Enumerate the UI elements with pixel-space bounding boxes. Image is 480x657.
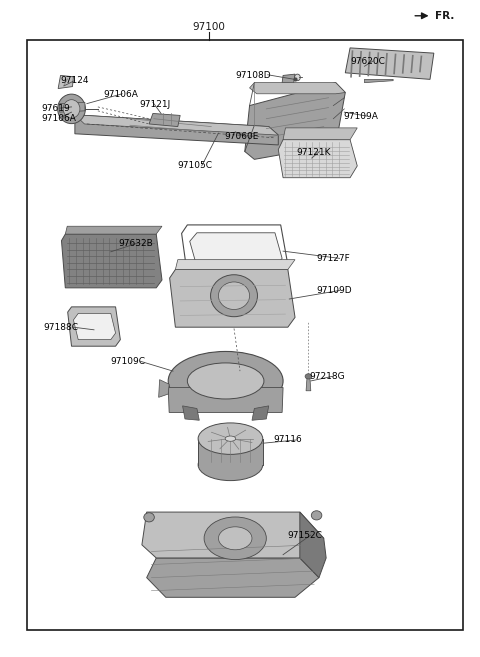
Text: 97188C: 97188C xyxy=(44,323,79,332)
Polygon shape xyxy=(149,114,180,127)
Text: 97109C: 97109C xyxy=(111,357,146,366)
Polygon shape xyxy=(198,439,263,465)
Polygon shape xyxy=(245,83,345,160)
Polygon shape xyxy=(175,260,295,269)
Ellipse shape xyxy=(63,100,80,118)
Ellipse shape xyxy=(198,423,263,455)
Ellipse shape xyxy=(211,275,257,317)
Text: 97106A: 97106A xyxy=(104,90,138,99)
Ellipse shape xyxy=(312,510,322,520)
Text: 97116: 97116 xyxy=(274,436,302,444)
Polygon shape xyxy=(250,83,345,94)
Polygon shape xyxy=(168,388,283,413)
Polygon shape xyxy=(169,269,295,327)
Polygon shape xyxy=(60,102,85,112)
Text: 97620C: 97620C xyxy=(350,57,385,66)
Polygon shape xyxy=(283,128,357,140)
Polygon shape xyxy=(190,233,282,267)
Polygon shape xyxy=(282,74,295,83)
Ellipse shape xyxy=(58,94,85,124)
Ellipse shape xyxy=(295,74,300,81)
Text: 97109D: 97109D xyxy=(317,286,352,295)
Polygon shape xyxy=(252,406,269,420)
Polygon shape xyxy=(61,234,162,288)
Text: 97105C: 97105C xyxy=(178,162,213,170)
Polygon shape xyxy=(345,48,434,79)
Text: 97218G: 97218G xyxy=(310,372,345,381)
Polygon shape xyxy=(58,76,73,89)
Ellipse shape xyxy=(168,351,283,411)
Ellipse shape xyxy=(187,363,264,399)
Text: 97632B: 97632B xyxy=(118,238,153,248)
Polygon shape xyxy=(278,140,357,177)
Polygon shape xyxy=(364,79,393,83)
Polygon shape xyxy=(73,313,116,340)
Ellipse shape xyxy=(218,527,252,550)
Ellipse shape xyxy=(144,512,155,522)
Ellipse shape xyxy=(204,517,266,560)
Text: 97060E: 97060E xyxy=(225,132,259,141)
Polygon shape xyxy=(75,115,278,145)
Text: 97121K: 97121K xyxy=(297,148,331,156)
Ellipse shape xyxy=(305,374,312,379)
Text: 97109A: 97109A xyxy=(343,112,378,121)
Text: 97152C: 97152C xyxy=(288,530,323,539)
Ellipse shape xyxy=(225,436,236,442)
Text: FR.: FR. xyxy=(435,11,455,21)
Polygon shape xyxy=(75,115,278,135)
Polygon shape xyxy=(306,378,311,391)
Ellipse shape xyxy=(218,282,250,309)
Text: 97124: 97124 xyxy=(60,76,89,85)
Polygon shape xyxy=(182,406,199,420)
Text: 97121J: 97121J xyxy=(140,100,171,109)
Polygon shape xyxy=(142,512,324,558)
Ellipse shape xyxy=(198,449,263,481)
Polygon shape xyxy=(68,307,120,346)
Text: 97108D: 97108D xyxy=(235,71,271,80)
Polygon shape xyxy=(147,558,319,597)
Polygon shape xyxy=(158,380,169,397)
Text: 97106A: 97106A xyxy=(41,114,76,123)
Text: 97100: 97100 xyxy=(192,22,225,32)
Polygon shape xyxy=(65,226,162,234)
Text: 97619: 97619 xyxy=(41,104,70,113)
Polygon shape xyxy=(300,512,326,578)
Text: 97127F: 97127F xyxy=(317,254,350,263)
